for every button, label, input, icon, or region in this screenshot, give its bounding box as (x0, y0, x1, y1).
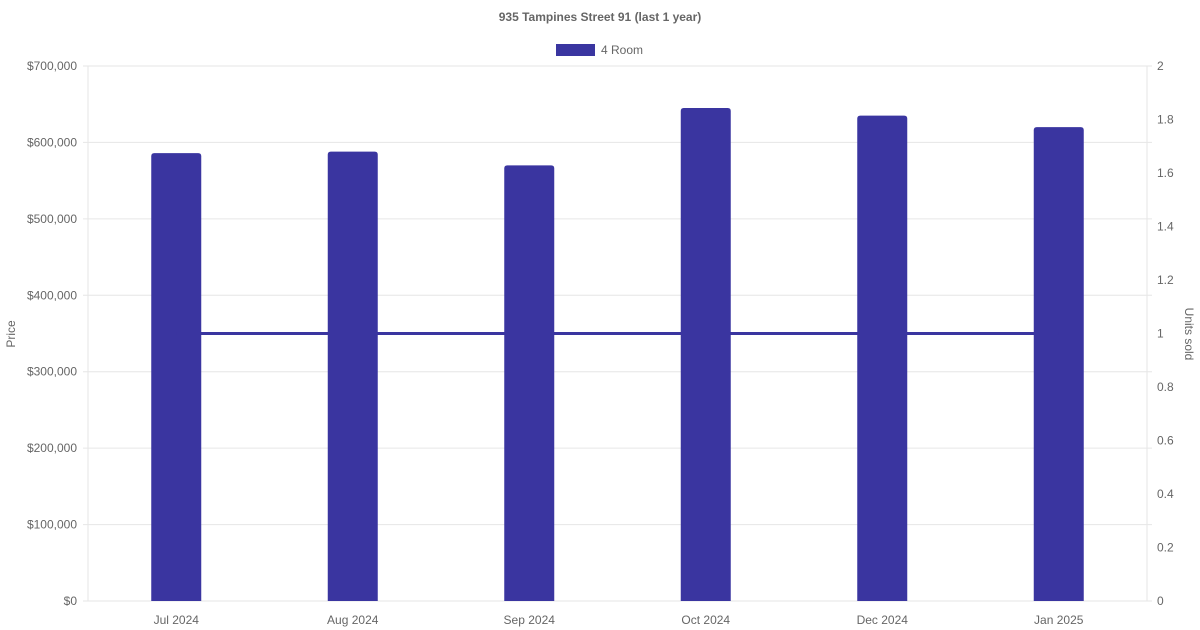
bars (151, 108, 1084, 602)
legend-swatch (556, 44, 595, 56)
y2-tick-label: 1.4 (1157, 220, 1174, 234)
y-tick-label: $500,000 (27, 212, 77, 226)
legend-label: 4 Room (601, 43, 643, 57)
y2-tick-label: 1.2 (1157, 273, 1174, 287)
y-tick-label: $400,000 (27, 288, 77, 302)
legend[interactable]: 4 Room (556, 43, 643, 57)
bar (680, 108, 731, 602)
y-axis-title: Price (4, 320, 18, 348)
y2-tick-label: 0 (1157, 594, 1164, 608)
bar (857, 115, 908, 601)
x-axis-ticks: Jul 2024 Aug 2024 Sep 2024 Oct 2024 Dec 2024… (154, 613, 1084, 627)
y-tick-label: $300,000 (27, 365, 77, 379)
y2-tick-label: 1.8 (1157, 113, 1174, 127)
x-tick-label: Oct 2024 (681, 613, 730, 627)
bar (151, 153, 202, 601)
y2-tick-label: 0.4 (1157, 487, 1174, 501)
y2-tick-label: 0.8 (1157, 380, 1174, 394)
y2-tick-label: 2 (1157, 59, 1164, 73)
bar (1033, 127, 1084, 602)
y2-axis-title: Units sold (1182, 308, 1196, 361)
y2-axis-ticks: 0 0.2 0.4 0.6 0.8 1 1.2 1.4 1.6 1.8 2 (1157, 59, 1174, 608)
x-tick-label: Jan 2025 (1034, 613, 1084, 627)
grid (83, 65, 1152, 602)
y2-tick-label: 1 (1157, 327, 1164, 341)
x-tick-label: Jul 2024 (154, 613, 200, 627)
x-tick-label: Dec 2024 (857, 613, 909, 627)
y2-tick-label: 1.6 (1157, 166, 1174, 180)
y-tick-label: $100,000 (27, 518, 77, 532)
y-tick-label: $0 (64, 594, 78, 608)
x-tick-label: Sep 2024 (504, 613, 556, 627)
x-tick-label: Aug 2024 (327, 613, 379, 627)
y-axis-ticks: $0 $100,000 $200,000 $300,000 $400,000 $500,0… (27, 59, 77, 608)
bar (327, 151, 378, 601)
y2-tick-label: 0.2 (1157, 541, 1174, 555)
bar (504, 165, 555, 601)
y2-tick-label: 0.6 (1157, 434, 1174, 448)
y-tick-label: $700,000 (27, 59, 77, 73)
y-tick-label: $600,000 (27, 135, 77, 149)
chart-title: 935 Tampines Street 91 (last 1 year) (499, 10, 702, 24)
y-tick-label: $200,000 (27, 441, 77, 455)
